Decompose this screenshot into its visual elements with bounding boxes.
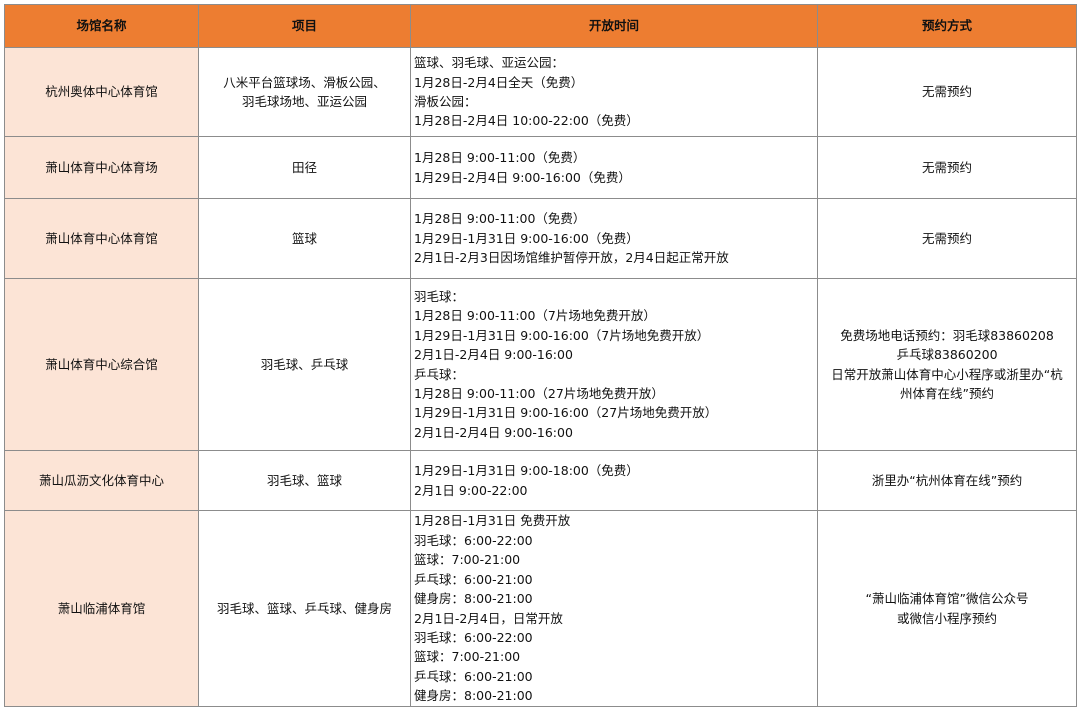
opening-times-line: 羽毛球：6:00-22:00 (414, 532, 533, 548)
booking-method: 无需预约 (817, 198, 1077, 279)
opening-times: 1月28日 9:00-11:00（免费） 1月29日-2月4日 9:00-16:0… (410, 136, 818, 199)
opening-times: 1月28日-1月31日 免费开放 羽毛球：6:00-22:00 篮球：7:00-21… (410, 510, 818, 707)
venue-items-line: 田径 (291, 159, 317, 175)
opening-times-line: 1月28日-2月4日 10:00-22:00（免费） (414, 113, 639, 129)
booking-method: 无需预约 (817, 136, 1077, 199)
venue-items: 羽毛球、篮球、乒乓球、健身房 (198, 510, 411, 707)
booking-method: 浙里办“杭州体育在线”预约 (817, 450, 1077, 511)
booking-method-line: 浙里办“杭州体育在线”预约 (871, 472, 1023, 488)
opening-times-line: 2月1日-2月4日，日常开放 (414, 610, 563, 626)
venue-name: 萧山体育中心体育场 (4, 136, 199, 199)
booking-method-line: 无需预约 (921, 230, 972, 246)
venue-items-line: 羽毛球、篮球 (266, 472, 342, 488)
booking-method-line: 日常开放萧山体育中心小程序或浙里办“杭 (831, 366, 1063, 382)
opening-times: 篮球、羽毛球、亚运公园： 1月28日-2月4日全天（免费） 滑板公园： 1月28日-2… (410, 47, 818, 137)
opening-times-line: 篮球：7:00-21:00 (414, 649, 521, 665)
opening-times: 1月28日 9:00-11:00（免费） 1月29日-1月31日 9:00-16:… (410, 198, 818, 279)
column-header: 场馆名称 (4, 4, 199, 48)
venue-name: 萧山临浦体育馆 (4, 510, 199, 707)
venue-items-line: 羽毛球、乒乓球 (260, 356, 349, 372)
column-header: 开放时间 (410, 4, 818, 48)
opening-times-line: 1月28日 9:00-11:00（免费） (414, 211, 586, 227)
venue-items-line: 羽毛球场地、亚运公园 (241, 94, 367, 109)
opening-times-line: 1月29日-1月31日 9:00-16:00（7片场地免费开放） (414, 327, 710, 343)
opening-times-line: 1月29日-1月31日 9:00-16:00（27片场地免费开放） (414, 405, 718, 421)
opening-times-line: 1月28日-1月31日 免费开放 (414, 513, 571, 529)
table-row: 萧山体育中心综合馆 羽毛球、乒乓球 羽毛球： 1月28日 9:00-11:00（7片场… (4, 278, 1077, 451)
opening-times-line: 滑板公园： (414, 94, 477, 109)
booking-method-line: “萧山临浦体育馆”微信公众号 (865, 591, 1029, 607)
venue-items: 八米平台篮球场、滑板公园、 羽毛球场地、亚运公园 (198, 47, 411, 137)
booking-method: 免费场地电话预约：羽毛球83860208 乒乓球83860200 日常开放萧山体育中… (817, 278, 1077, 451)
venue-items-line: 八米平台篮球场、滑板公园、 (223, 74, 386, 90)
booking-method: 无需预约 (817, 47, 1077, 137)
opening-times-line: 1月29日-2月4日 9:00-16:00（免费） (414, 169, 631, 185)
opening-times-line: 篮球：7:00-21:00 (414, 552, 521, 568)
venue-items: 羽毛球、乒乓球 (198, 278, 411, 451)
opening-times-line: 乒乓球： (414, 366, 465, 382)
venue-schedule-table: 场馆名称 项目 开放时间 预约方式 杭州奥体中心体育馆 八米平台篮球场、滑板公园、 羽毛球… (4, 4, 1077, 707)
opening-times-line: 2月1日-2月3日因场馆维护暂停开放，2月4日起正常开放 (414, 250, 729, 266)
opening-times-line: 羽毛球：6:00-22:00 (414, 629, 533, 645)
table-row: 萧山体育中心体育场 田径 1月28日 9:00-11:00（免费） 1月29日-2月4… (4, 136, 1077, 199)
opening-times: 1月29日-1月31日 9:00-18:00（免费） 2月1日 9:00-22:0… (410, 450, 818, 511)
booking-method-line: 免费场地电话预约：羽毛球83860208 (840, 327, 1054, 343)
opening-times-line: 1月29日-1月31日 9:00-16:00（免费） (414, 230, 639, 246)
opening-times-line: 乒乓球：6:00-21:00 (414, 668, 533, 684)
opening-times-line: 1月28日 9:00-11:00（7片场地免费开放） (414, 308, 656, 324)
booking-method: “萧山临浦体育馆”微信公众号 或微信小程序预约 (817, 510, 1077, 707)
opening-times-line: 1月28日 9:00-11:00（免费） (414, 150, 586, 166)
venue-items-line: 篮球 (291, 230, 317, 246)
venue-name: 杭州奥体中心体育馆 (4, 47, 199, 137)
booking-method-line: 或微信小程序预约 (896, 610, 997, 626)
opening-times-line: 健身房：8:00-21:00 (414, 688, 533, 704)
venue-items: 羽毛球、篮球 (198, 450, 411, 511)
venue-name: 萧山体育中心综合馆 (4, 278, 199, 451)
opening-times-line: 2月1日-2月4日 9:00-16:00 (414, 347, 573, 363)
opening-times-line: 篮球、羽毛球、亚运公园： (414, 55, 565, 71)
table-row: 萧山体育中心体育馆 篮球 1月28日 9:00-11:00（免费） 1月29日-1月3… (4, 198, 1077, 279)
opening-times-line: 1月28日 9:00-11:00（27片场地免费开放） (414, 385, 664, 401)
opening-times-line: 1月28日-2月4日全天（免费） (414, 74, 584, 90)
opening-times-line: 2月1日-2月4日 9:00-16:00 (414, 424, 573, 440)
venue-name: 萧山体育中心体育馆 (4, 198, 199, 279)
venue-items: 篮球 (198, 198, 411, 279)
venue-items-line: 羽毛球、篮球、乒乓球、健身房 (216, 600, 392, 616)
column-header: 预约方式 (817, 4, 1077, 48)
opening-times-line: 健身房：8:00-21:00 (414, 591, 533, 607)
venue-name: 萧山瓜沥文化体育中心 (4, 450, 199, 511)
opening-times: 羽毛球： 1月28日 9:00-11:00（7片场地免费开放） 1月29日-1月31… (410, 278, 818, 451)
venue-items: 田径 (198, 136, 411, 199)
opening-times-line: 羽毛球： (414, 288, 465, 304)
table-row: 杭州奥体中心体育馆 八米平台篮球场、滑板公园、 羽毛球场地、亚运公园 篮球、羽毛球、亚… (4, 47, 1077, 137)
booking-method-line: 乒乓球83860200 (896, 347, 998, 363)
booking-method-line: 无需预约 (921, 159, 972, 175)
booking-method-line: 州体育在线”预约 (900, 385, 994, 401)
column-header: 项目 (198, 4, 411, 48)
opening-times-line: 1月29日-1月31日 9:00-18:00（免费） (414, 463, 639, 479)
booking-method-line: 无需预约 (921, 84, 972, 100)
table-row: 萧山临浦体育馆 羽毛球、篮球、乒乓球、健身房 1月28日-1月31日 免费开放 羽毛球… (4, 510, 1077, 707)
opening-times-line: 2月1日 9:00-22:00 (414, 482, 528, 498)
table-row: 萧山瓜沥文化体育中心 羽毛球、篮球 1月29日-1月31日 9:00-18:00（免… (4, 450, 1077, 511)
opening-times-line: 乒乓球：6:00-21:00 (414, 571, 533, 587)
header-row: 场馆名称 项目 开放时间 预约方式 (4, 4, 1077, 48)
